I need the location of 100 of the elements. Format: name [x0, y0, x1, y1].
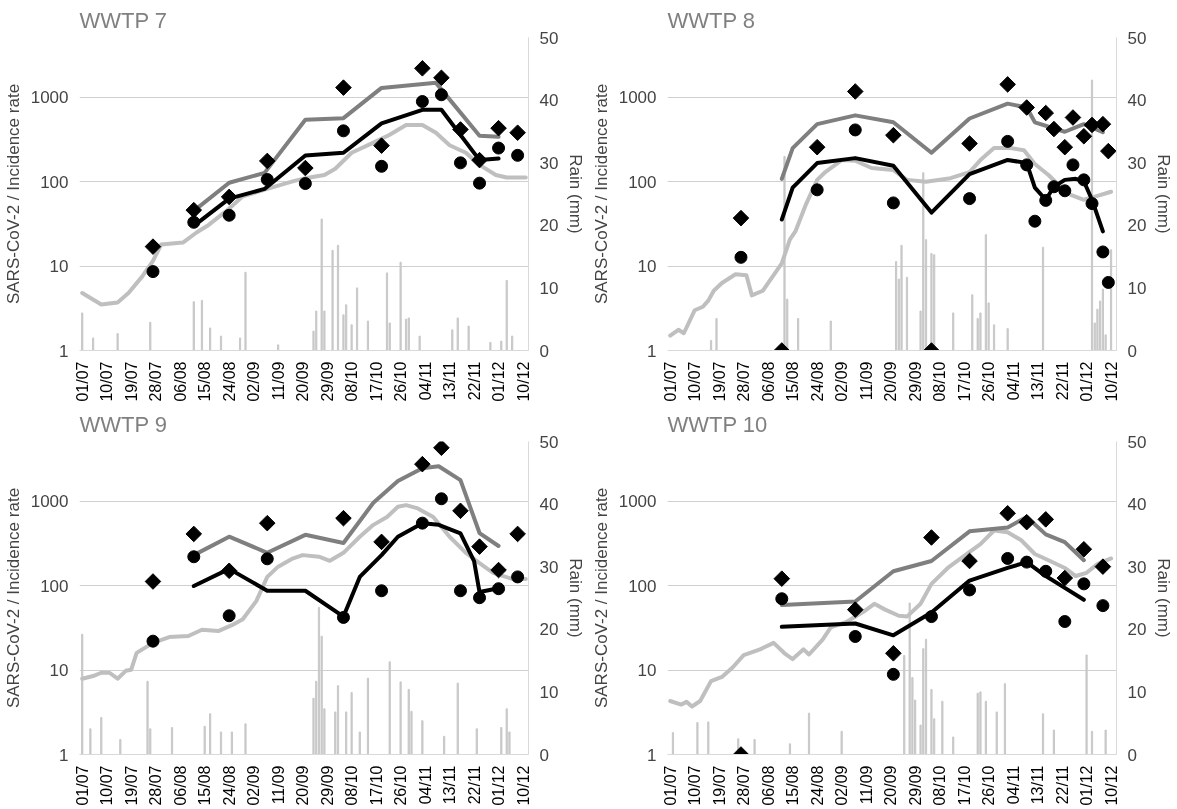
chart-title: WWTP 10 — [667, 411, 768, 437]
x-tick-label: 01/07 — [661, 361, 679, 402]
x-tick-label: 29/09 — [906, 765, 924, 806]
x-tick-label: 06/08 — [759, 361, 777, 402]
x-tick-label: 11/09 — [269, 361, 287, 401]
x-tick-label: 26/10 — [392, 765, 410, 806]
x-tick-label: 22/11 — [465, 765, 483, 805]
y-tick-label: 100 — [40, 576, 69, 596]
y-tick-label: 1 — [59, 341, 69, 361]
x-tick-label: 28/07 — [147, 765, 165, 806]
x-tick-label: 11/09 — [857, 361, 875, 401]
y2-tick-label: 20 — [1127, 620, 1147, 640]
x-tick-label: 08/10 — [343, 361, 361, 402]
y-tick-label: 1 — [647, 341, 657, 361]
y2-tick-label: 50 — [1127, 432, 1147, 452]
y-tick-label: 10 — [637, 661, 657, 681]
y2-axis-title: Rain (mm) — [1154, 154, 1174, 234]
x-tick-label: 28/07 — [147, 361, 165, 402]
x-tick-label: 20/09 — [882, 361, 900, 402]
x-tick-label: 13/11 — [1029, 765, 1047, 805]
x-tick-label: 01/07 — [73, 361, 91, 402]
x-tick-label: 01/12 — [490, 765, 508, 806]
x-tick-label: 04/11 — [416, 765, 434, 805]
x-tick-label: 06/08 — [759, 765, 777, 806]
y-tick-label: 1 — [647, 745, 657, 765]
x-tick-label: 04/11 — [1004, 361, 1022, 401]
x-tick-label: 08/10 — [343, 765, 361, 806]
x-tick-label: 08/10 — [931, 361, 949, 402]
y-tick-label: 100 — [628, 172, 657, 192]
y-tick-label: 10 — [637, 257, 657, 277]
x-tick-label: 01/07 — [661, 765, 679, 806]
chart-title: WWTP 9 — [79, 411, 168, 437]
x-tick-label: 10/12 — [514, 765, 532, 806]
y-tick-label: 10 — [49, 257, 69, 277]
y2-tick-label: 40 — [539, 495, 559, 515]
y2-tick-label: 10 — [1127, 278, 1147, 298]
y-axis-title: SARS-CoV-2 / Incidence rate — [3, 487, 23, 709]
x-tick-label: 13/11 — [441, 765, 459, 805]
x-tick-label: 26/10 — [392, 361, 410, 402]
x-tick-label: 24/08 — [808, 765, 826, 806]
x-tick-label: 10/07 — [686, 765, 704, 806]
x-tick-label: 06/08 — [171, 361, 189, 402]
y2-tick-label: 40 — [1127, 91, 1147, 111]
y2-tick-label: 20 — [539, 620, 559, 640]
x-tick-label: 17/10 — [367, 361, 385, 402]
y2-tick-label: 30 — [539, 153, 559, 173]
x-tick-label: 29/09 — [906, 361, 924, 402]
y2-tick-label: 0 — [539, 341, 549, 361]
y-tick-label: 100 — [628, 576, 657, 596]
x-tick-label: 22/11 — [1053, 765, 1071, 805]
x-tick-label: 10/07 — [98, 361, 116, 402]
y2-tick-label: 40 — [1127, 495, 1147, 515]
y-tick-label: 1000 — [30, 88, 69, 108]
x-tick-label: 13/11 — [441, 361, 459, 401]
y2-tick-label: 20 — [539, 216, 559, 236]
x-tick-label: 17/10 — [955, 361, 973, 402]
x-tick-label: 15/08 — [196, 361, 214, 402]
x-tick-label: 01/12 — [490, 361, 508, 402]
x-tick-label: 11/09 — [269, 765, 287, 805]
x-tick-label: 02/09 — [245, 765, 263, 806]
y-tick-label: 1000 — [30, 492, 69, 512]
y-tick-label: 1000 — [618, 492, 657, 512]
x-tick-label: 19/07 — [710, 765, 728, 806]
x-tick-label: 08/10 — [931, 765, 949, 806]
y2-tick-label: 50 — [539, 432, 559, 452]
x-tick-label: 01/07 — [73, 765, 91, 806]
x-tick-label: 04/11 — [416, 361, 434, 401]
y2-axis-title: Rain (mm) — [1154, 558, 1174, 638]
y2-tick-label: 0 — [1127, 341, 1137, 361]
x-tick-label: 04/11 — [1004, 765, 1022, 805]
x-tick-label: 15/08 — [784, 765, 802, 806]
x-tick-label: 10/12 — [1102, 361, 1120, 402]
y2-tick-label: 30 — [1127, 153, 1147, 173]
y-tick-label: 1 — [59, 745, 69, 765]
x-tick-label: 29/09 — [318, 361, 336, 402]
x-tick-label: 22/11 — [1053, 361, 1071, 401]
x-tick-label: 28/07 — [735, 361, 753, 402]
y2-tick-label: 40 — [539, 91, 559, 111]
x-tick-label: 15/08 — [196, 765, 214, 806]
y2-tick-label: 0 — [539, 745, 549, 765]
y-tick-label: 100 — [40, 172, 69, 192]
x-tick-label: 22/11 — [465, 361, 483, 401]
y2-tick-label: 50 — [539, 28, 559, 48]
chart-title: WWTP 7 — [79, 7, 168, 33]
x-tick-label: 20/09 — [294, 361, 312, 402]
x-tick-label: 02/09 — [833, 361, 851, 402]
y2-tick-label: 30 — [539, 557, 559, 577]
y2-tick-label: 10 — [539, 278, 559, 298]
x-tick-label: 02/09 — [245, 361, 263, 402]
x-tick-label: 26/10 — [980, 765, 998, 806]
y2-axis-title: Rain (mm) — [566, 154, 586, 234]
x-tick-label: 24/08 — [808, 361, 826, 402]
y2-tick-label: 20 — [1127, 216, 1147, 236]
x-tick-label: 24/08 — [220, 361, 238, 402]
x-tick-label: 10/07 — [686, 361, 704, 402]
x-tick-label: 06/08 — [171, 765, 189, 806]
x-tick-label: 28/07 — [735, 765, 753, 806]
y-axis-title: SARS-CoV-2 / Incidence rate — [591, 487, 611, 709]
chart-title: WWTP 8 — [667, 7, 756, 33]
y-axis-title: SARS-CoV-2 / Incidence rate — [591, 83, 611, 305]
